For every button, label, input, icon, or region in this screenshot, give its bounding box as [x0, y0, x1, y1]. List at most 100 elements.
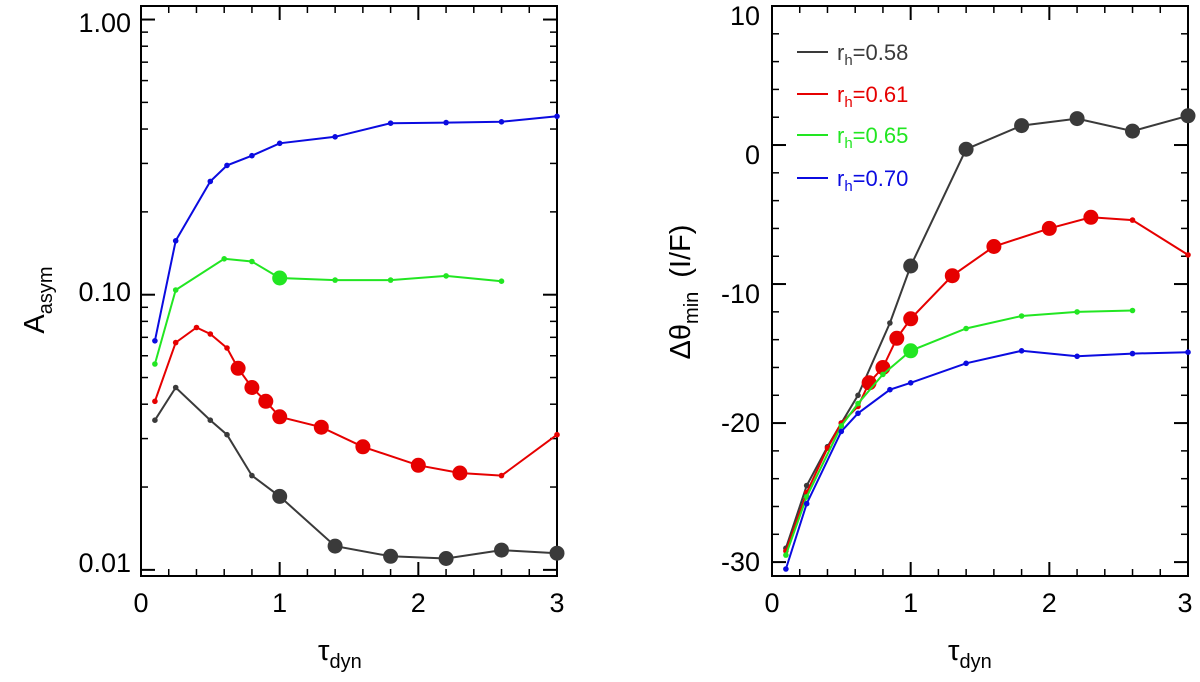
right-series-line	[784, 349, 1189, 570]
right-x-tick-label: 0	[764, 588, 779, 618]
right-x-tick-label: 1	[903, 588, 918, 618]
left-data-point	[152, 338, 158, 344]
right-data-point	[963, 325, 969, 332]
right-data-point	[783, 552, 789, 558]
right-data-point	[803, 494, 810, 500]
right-y-axis-label: Δθmin(I/F)	[665, 225, 703, 360]
left-data-point	[258, 393, 274, 409]
right-data-point	[1083, 209, 1099, 225]
right-data-point	[1018, 313, 1025, 319]
right-data-point	[1069, 111, 1085, 127]
left-data-point	[224, 345, 230, 351]
left-data-point	[207, 178, 214, 185]
left-data-point	[193, 324, 200, 331]
left-series-line	[154, 385, 558, 560]
left-data-point	[327, 538, 343, 554]
right-data-point	[803, 500, 810, 507]
left-data-point	[332, 134, 338, 140]
left-x-tick-label: 1	[272, 588, 287, 618]
left-data-point	[410, 457, 426, 473]
left-x-tick-label: 2	[411, 588, 426, 618]
right-series-line	[784, 216, 1189, 552]
right-series-layer	[783, 108, 1196, 572]
right-data-point	[855, 392, 861, 399]
right-data-point	[1180, 108, 1196, 124]
left-plot-frame	[140, 5, 558, 577]
right-data-point	[903, 343, 919, 359]
left-data-point	[387, 277, 394, 283]
right-data-point	[958, 141, 974, 157]
left-data-point	[249, 152, 255, 159]
right-data-point	[861, 375, 877, 391]
left-data-point	[152, 361, 158, 367]
left-y-tick-label: 1.00	[78, 8, 131, 38]
left-data-point	[207, 417, 214, 424]
right-data-point	[944, 268, 960, 284]
legend: rh=0.58 rh=0.61 rh=0.65 rh=0.70	[797, 40, 908, 195]
right-y-tick-label: -20	[721, 408, 760, 438]
right-data-point	[1125, 123, 1140, 139]
left-data-point	[332, 277, 338, 283]
left-series-line	[153, 115, 558, 342]
left-data-point	[549, 545, 565, 561]
right-data-point	[903, 258, 919, 274]
left-panel: 0.01 0.10 1.00 0 1 2 3 τdyn Aasym	[19, 5, 565, 673]
right-data-point	[1185, 252, 1191, 258]
right-data-point	[887, 386, 893, 393]
left-data-point	[152, 398, 158, 405]
left-data-point	[207, 331, 214, 337]
right-data-point	[887, 320, 893, 326]
legend-label: rh=0.58	[837, 40, 908, 69]
left-series-line	[153, 326, 558, 477]
right-series-line	[784, 309, 1133, 556]
right-data-point	[986, 239, 1002, 254]
legend-entry: rh=0.61	[797, 82, 908, 111]
left-series-line	[153, 257, 502, 365]
left-data-point	[443, 273, 449, 279]
right-data-point	[1074, 309, 1080, 315]
legend-entry: rh=0.65	[797, 123, 908, 152]
legend-label: rh=0.65	[837, 123, 908, 152]
left-ticks	[140, 6, 558, 576]
left-y-tick-label: 0.01	[78, 548, 131, 578]
right-x-tick-label: 2	[1042, 588, 1057, 618]
right-data-point	[1018, 348, 1025, 354]
right-data-point	[963, 360, 969, 367]
left-data-point	[554, 113, 560, 120]
legend-entry: rh=0.70	[797, 166, 908, 195]
right-y-tick-label: 10	[730, 1, 760, 31]
left-data-point	[272, 270, 288, 286]
legend-label: rh=0.61	[837, 82, 908, 111]
left-x-tick-label: 3	[549, 588, 564, 618]
left-data-point	[249, 472, 255, 479]
left-data-point	[438, 551, 454, 566]
left-data-point	[152, 417, 158, 424]
right-data-point	[1041, 220, 1057, 236]
left-data-point	[249, 258, 255, 265]
right-data-point	[838, 428, 845, 435]
left-data-point	[172, 339, 179, 346]
left-series-layer	[152, 113, 565, 566]
right-data-point	[889, 330, 905, 346]
right-data-point	[903, 311, 919, 327]
left-data-point	[221, 255, 227, 262]
left-y-axis-label: Aasym	[19, 266, 57, 333]
right-y-tick-label: 0	[745, 140, 760, 170]
left-data-point	[313, 419, 329, 435]
right-y-tick-label: -10	[721, 279, 760, 309]
right-data-point	[838, 423, 845, 429]
right-data-point	[855, 400, 861, 407]
left-x-tick-label: 0	[133, 588, 148, 618]
right-data-point	[880, 371, 886, 378]
left-data-point	[172, 238, 179, 244]
right-panel: -30 -20 -10 0 10 0 1 2 3 τdyn Δθmin(I/F)…	[665, 1, 1196, 673]
right-plot-frame	[771, 5, 1189, 577]
left-data-point	[355, 439, 371, 455]
left-data-point	[494, 542, 509, 558]
right-data-point	[1129, 217, 1136, 223]
right-data-point	[1129, 350, 1136, 357]
left-data-point	[272, 409, 288, 425]
left-data-point	[172, 287, 179, 293]
left-data-point	[276, 140, 283, 147]
